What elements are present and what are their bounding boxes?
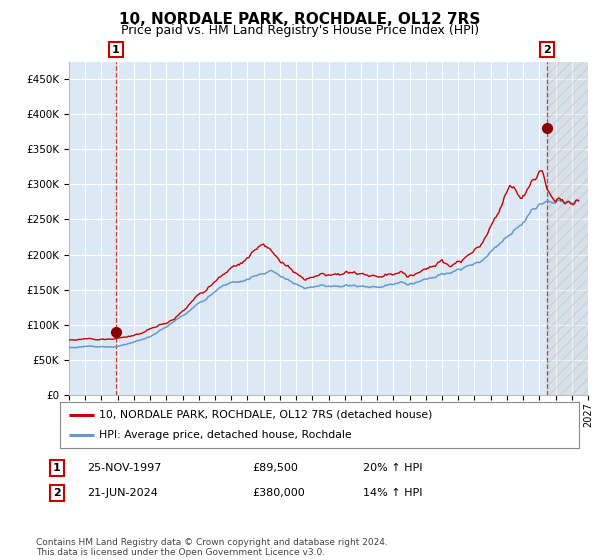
Text: Contains HM Land Registry data © Crown copyright and database right 2024.
This d: Contains HM Land Registry data © Crown c… xyxy=(36,538,388,557)
Text: 2: 2 xyxy=(543,45,551,55)
Text: HPI: Average price, detached house, Rochdale: HPI: Average price, detached house, Roch… xyxy=(99,430,352,440)
Text: 1: 1 xyxy=(112,45,120,55)
Text: 1: 1 xyxy=(53,463,61,473)
Text: 20% ↑ HPI: 20% ↑ HPI xyxy=(363,463,422,473)
Text: 25-NOV-1997: 25-NOV-1997 xyxy=(87,463,161,473)
Text: 2: 2 xyxy=(53,488,61,498)
Text: £89,500: £89,500 xyxy=(252,463,298,473)
Text: 10, NORDALE PARK, ROCHDALE, OL12 7RS (detached house): 10, NORDALE PARK, ROCHDALE, OL12 7RS (de… xyxy=(99,410,432,420)
Text: 10, NORDALE PARK, ROCHDALE, OL12 7RS: 10, NORDALE PARK, ROCHDALE, OL12 7RS xyxy=(119,12,481,27)
Text: Price paid vs. HM Land Registry's House Price Index (HPI): Price paid vs. HM Land Registry's House … xyxy=(121,24,479,37)
Text: £380,000: £380,000 xyxy=(252,488,305,498)
Text: 21-JUN-2024: 21-JUN-2024 xyxy=(87,488,158,498)
Text: 14% ↑ HPI: 14% ↑ HPI xyxy=(363,488,422,498)
Bar xyxy=(547,62,588,395)
